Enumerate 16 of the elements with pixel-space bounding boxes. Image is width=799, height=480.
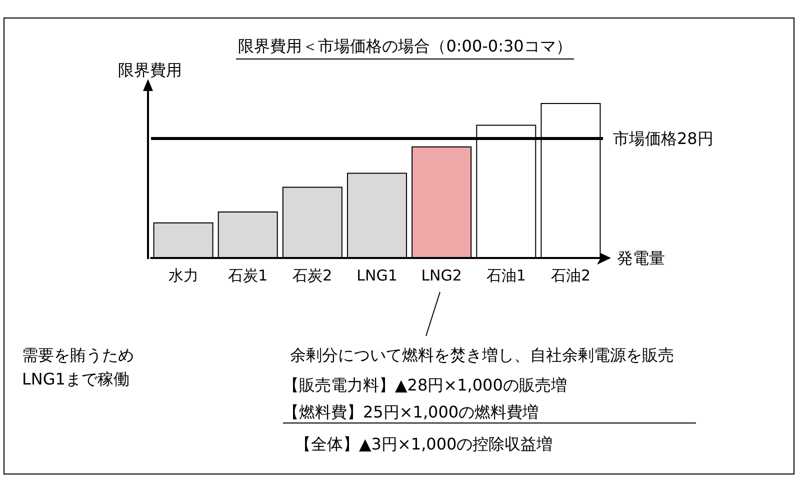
x-tick-label: 石炭2 [292, 266, 332, 284]
x-tick-label: LNG2 [421, 266, 462, 284]
text: 【販売電力料】▲28円×1,000の販売増 [283, 376, 567, 394]
x-tick-label: 水力 [168, 266, 198, 284]
x-axis-title: 発電量 [617, 248, 665, 268]
text: 余剰分について燃料を焚き増し、自社余剰電源を販売 [290, 346, 674, 364]
ref-line-label: 市場価格28円 [613, 129, 714, 148]
x-tick-label: 石炭1 [228, 266, 268, 284]
y-axis-title: 限界費用 [118, 60, 182, 80]
x-tick-label: LNG1 [356, 266, 398, 284]
text: 需要を賄うため LNG1まで稼働 [22, 346, 134, 388]
x-tick-label: 石油1 [486, 266, 526, 284]
x-tick-label: 石油2 [550, 266, 590, 284]
text: 【燃料費】25円×1,000の燃料費増 [283, 402, 539, 422]
chart-title: 限界費用＜市場価格の場合（0:00-0:30コマ） [238, 36, 572, 56]
text: 【全体】▲3円×1,000の控除収益増 [295, 434, 553, 454]
